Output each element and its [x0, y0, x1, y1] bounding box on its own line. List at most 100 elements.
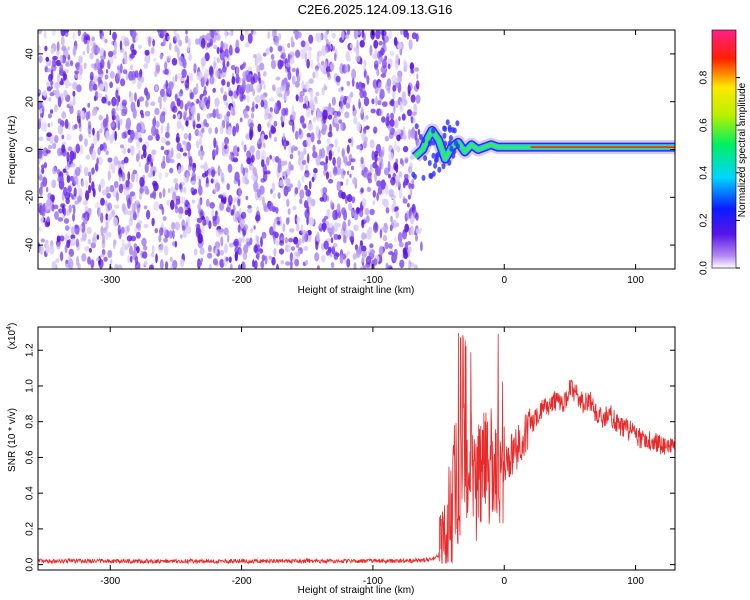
noise-blob: [398, 171, 403, 178]
noise-blob: [105, 229, 109, 240]
noise-blob: [271, 182, 276, 193]
noise-blob: [315, 91, 320, 97]
noise-blob: [83, 210, 89, 221]
noise-blob: [287, 70, 292, 81]
noise-blob: [185, 30, 188, 35]
noise-blob: [359, 57, 363, 65]
noise-blob: [61, 45, 67, 52]
noise-blob: [223, 227, 229, 236]
noise-blob: [315, 155, 321, 166]
noise-blob: [130, 235, 137, 242]
noise-blob: [90, 263, 94, 269]
noise-blob: [228, 256, 232, 264]
noise-blob: [211, 208, 214, 219]
signal-scatter-blob: [423, 155, 428, 162]
noise-blob: [213, 44, 218, 50]
noise-blob: [201, 38, 206, 49]
x-tick-label: -300: [100, 576, 120, 587]
noise-blob: [322, 109, 328, 120]
noise-blob: [322, 192, 328, 203]
noise-blob: [308, 34, 314, 44]
noise-blob: [238, 237, 243, 244]
colorbar-tick-label: 0.2: [699, 213, 710, 227]
noise-blob: [391, 253, 397, 263]
noise-blob: [306, 58, 310, 69]
noise-blob: [56, 243, 61, 250]
noise-blob: [253, 225, 256, 230]
noise-blob: [197, 131, 201, 137]
signal-scatter-blob: [434, 156, 439, 163]
noise-blob: [160, 161, 166, 169]
noise-blob: [340, 101, 343, 110]
noise-blob: [321, 187, 328, 194]
noise-blob: [325, 171, 329, 180]
noise-blob: [44, 220, 51, 228]
noise-blob: [386, 78, 392, 87]
noise-blob: [415, 233, 418, 242]
noise-blob: [355, 45, 360, 56]
noise-blob: [63, 218, 70, 224]
noise-blob: [151, 217, 155, 227]
noise-blob: [151, 244, 155, 254]
noise-blob: [381, 30, 385, 41]
noise-blob: [401, 113, 406, 121]
noise-blob: [178, 206, 184, 215]
noise-blob: [119, 63, 123, 74]
noise-blob: [310, 59, 314, 69]
colorbar-tick-label: 0.0: [699, 261, 710, 275]
noise-blob: [263, 84, 266, 90]
noise-blob: [175, 198, 181, 205]
noise-blob: [317, 110, 321, 117]
noise-blob: [342, 221, 347, 232]
noise-blob: [160, 242, 164, 251]
noise-blob: [373, 258, 378, 266]
noise-blob: [151, 125, 157, 137]
noise-blob: [51, 203, 55, 212]
noise-blob: [307, 153, 310, 164]
noise-blob: [128, 182, 133, 189]
noise-blob: [359, 209, 364, 218]
noise-blob: [84, 245, 90, 252]
noise-blob: [344, 111, 350, 119]
noise-blob: [196, 71, 202, 81]
noise-blob: [377, 100, 382, 106]
noise-blob: [403, 61, 408, 72]
noise-blob: [356, 144, 362, 150]
signal-scatter-blob: [427, 160, 432, 166]
noise-blob: [68, 204, 72, 214]
noise-blob: [78, 55, 83, 64]
signal-scatter-blob: [452, 148, 457, 155]
noise-blob: [143, 245, 148, 251]
noise-blob: [184, 140, 188, 152]
noise-blob: [74, 70, 80, 75]
noise-blob: [408, 39, 413, 50]
noise-blob: [71, 194, 75, 200]
signal-scatter-blob: [418, 133, 423, 140]
noise-blob: [320, 147, 326, 159]
noise-blob: [123, 156, 129, 164]
noise-blob: [226, 183, 230, 191]
noise-blob: [169, 167, 174, 174]
noise-blob: [203, 119, 208, 127]
noise-blob: [74, 225, 80, 235]
noise-blob: [332, 166, 338, 176]
x-tick-label: -200: [232, 576, 252, 587]
noise-blob: [123, 37, 130, 47]
noise-blob: [404, 158, 408, 164]
figure-title: C2E6.2025.124.09.13.G16: [298, 2, 453, 17]
noise-blob: [339, 254, 344, 264]
noise-blob: [102, 233, 105, 244]
noise-blob: [136, 246, 140, 254]
noise-blob: [346, 258, 351, 268]
noise-blob: [173, 177, 179, 184]
noise-blob: [388, 173, 391, 179]
noise-blob: [366, 173, 372, 182]
noise-blob: [113, 41, 118, 52]
noise-blob: [268, 130, 272, 139]
noise-blob: [361, 219, 365, 229]
noise-blob: [361, 197, 367, 207]
noise-blob: [193, 248, 198, 256]
noise-blob: [234, 251, 238, 262]
noise-blob: [224, 30, 228, 39]
noise-blob: [270, 124, 275, 130]
